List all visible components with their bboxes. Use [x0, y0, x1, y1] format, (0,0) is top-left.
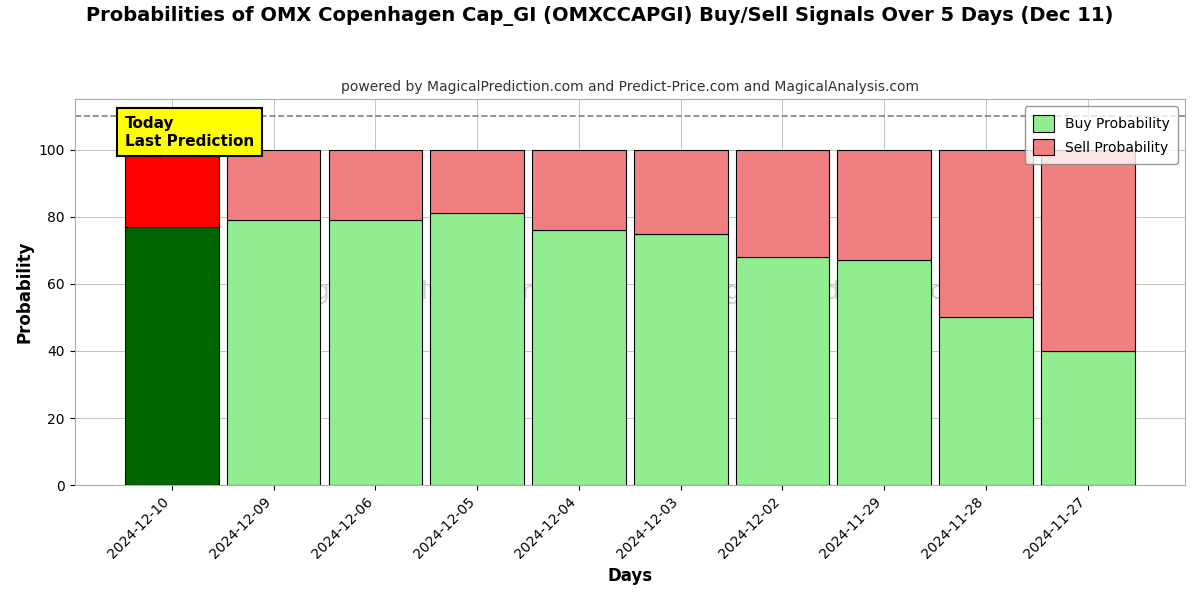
Bar [1040, 149, 1134, 351]
Bar [431, 214, 524, 485]
Bar [736, 257, 829, 485]
Bar [634, 149, 727, 233]
Text: MagicalAnalysis.com: MagicalAnalysis.com [277, 280, 538, 304]
Bar [431, 149, 524, 214]
X-axis label: Days: Days [607, 567, 653, 585]
Bar [1040, 351, 1134, 485]
Bar [940, 149, 1033, 317]
Bar [838, 260, 931, 485]
Bar [125, 149, 218, 227]
Bar [736, 149, 829, 257]
Bar [532, 149, 625, 230]
Bar [329, 220, 422, 485]
Text: MagicalPrediction.com: MagicalPrediction.com [689, 280, 971, 304]
Bar [838, 149, 931, 260]
Bar [125, 227, 218, 485]
Y-axis label: Probability: Probability [16, 241, 34, 343]
Title: powered by MagicalPrediction.com and Predict-Price.com and MagicalAnalysis.com: powered by MagicalPrediction.com and Pre… [341, 80, 919, 94]
Legend: Buy Probability, Sell Probability: Buy Probability, Sell Probability [1025, 106, 1178, 164]
Text: Today
Last Prediction: Today Last Prediction [125, 116, 254, 149]
Bar [227, 220, 320, 485]
Bar [329, 149, 422, 220]
Bar [532, 230, 625, 485]
Bar [634, 233, 727, 485]
Bar [940, 317, 1033, 485]
Bar [227, 149, 320, 220]
Text: Probabilities of OMX Copenhagen Cap_GI (OMXCCAPGI) Buy/Sell Signals Over 5 Days : Probabilities of OMX Copenhagen Cap_GI (… [86, 6, 1114, 26]
